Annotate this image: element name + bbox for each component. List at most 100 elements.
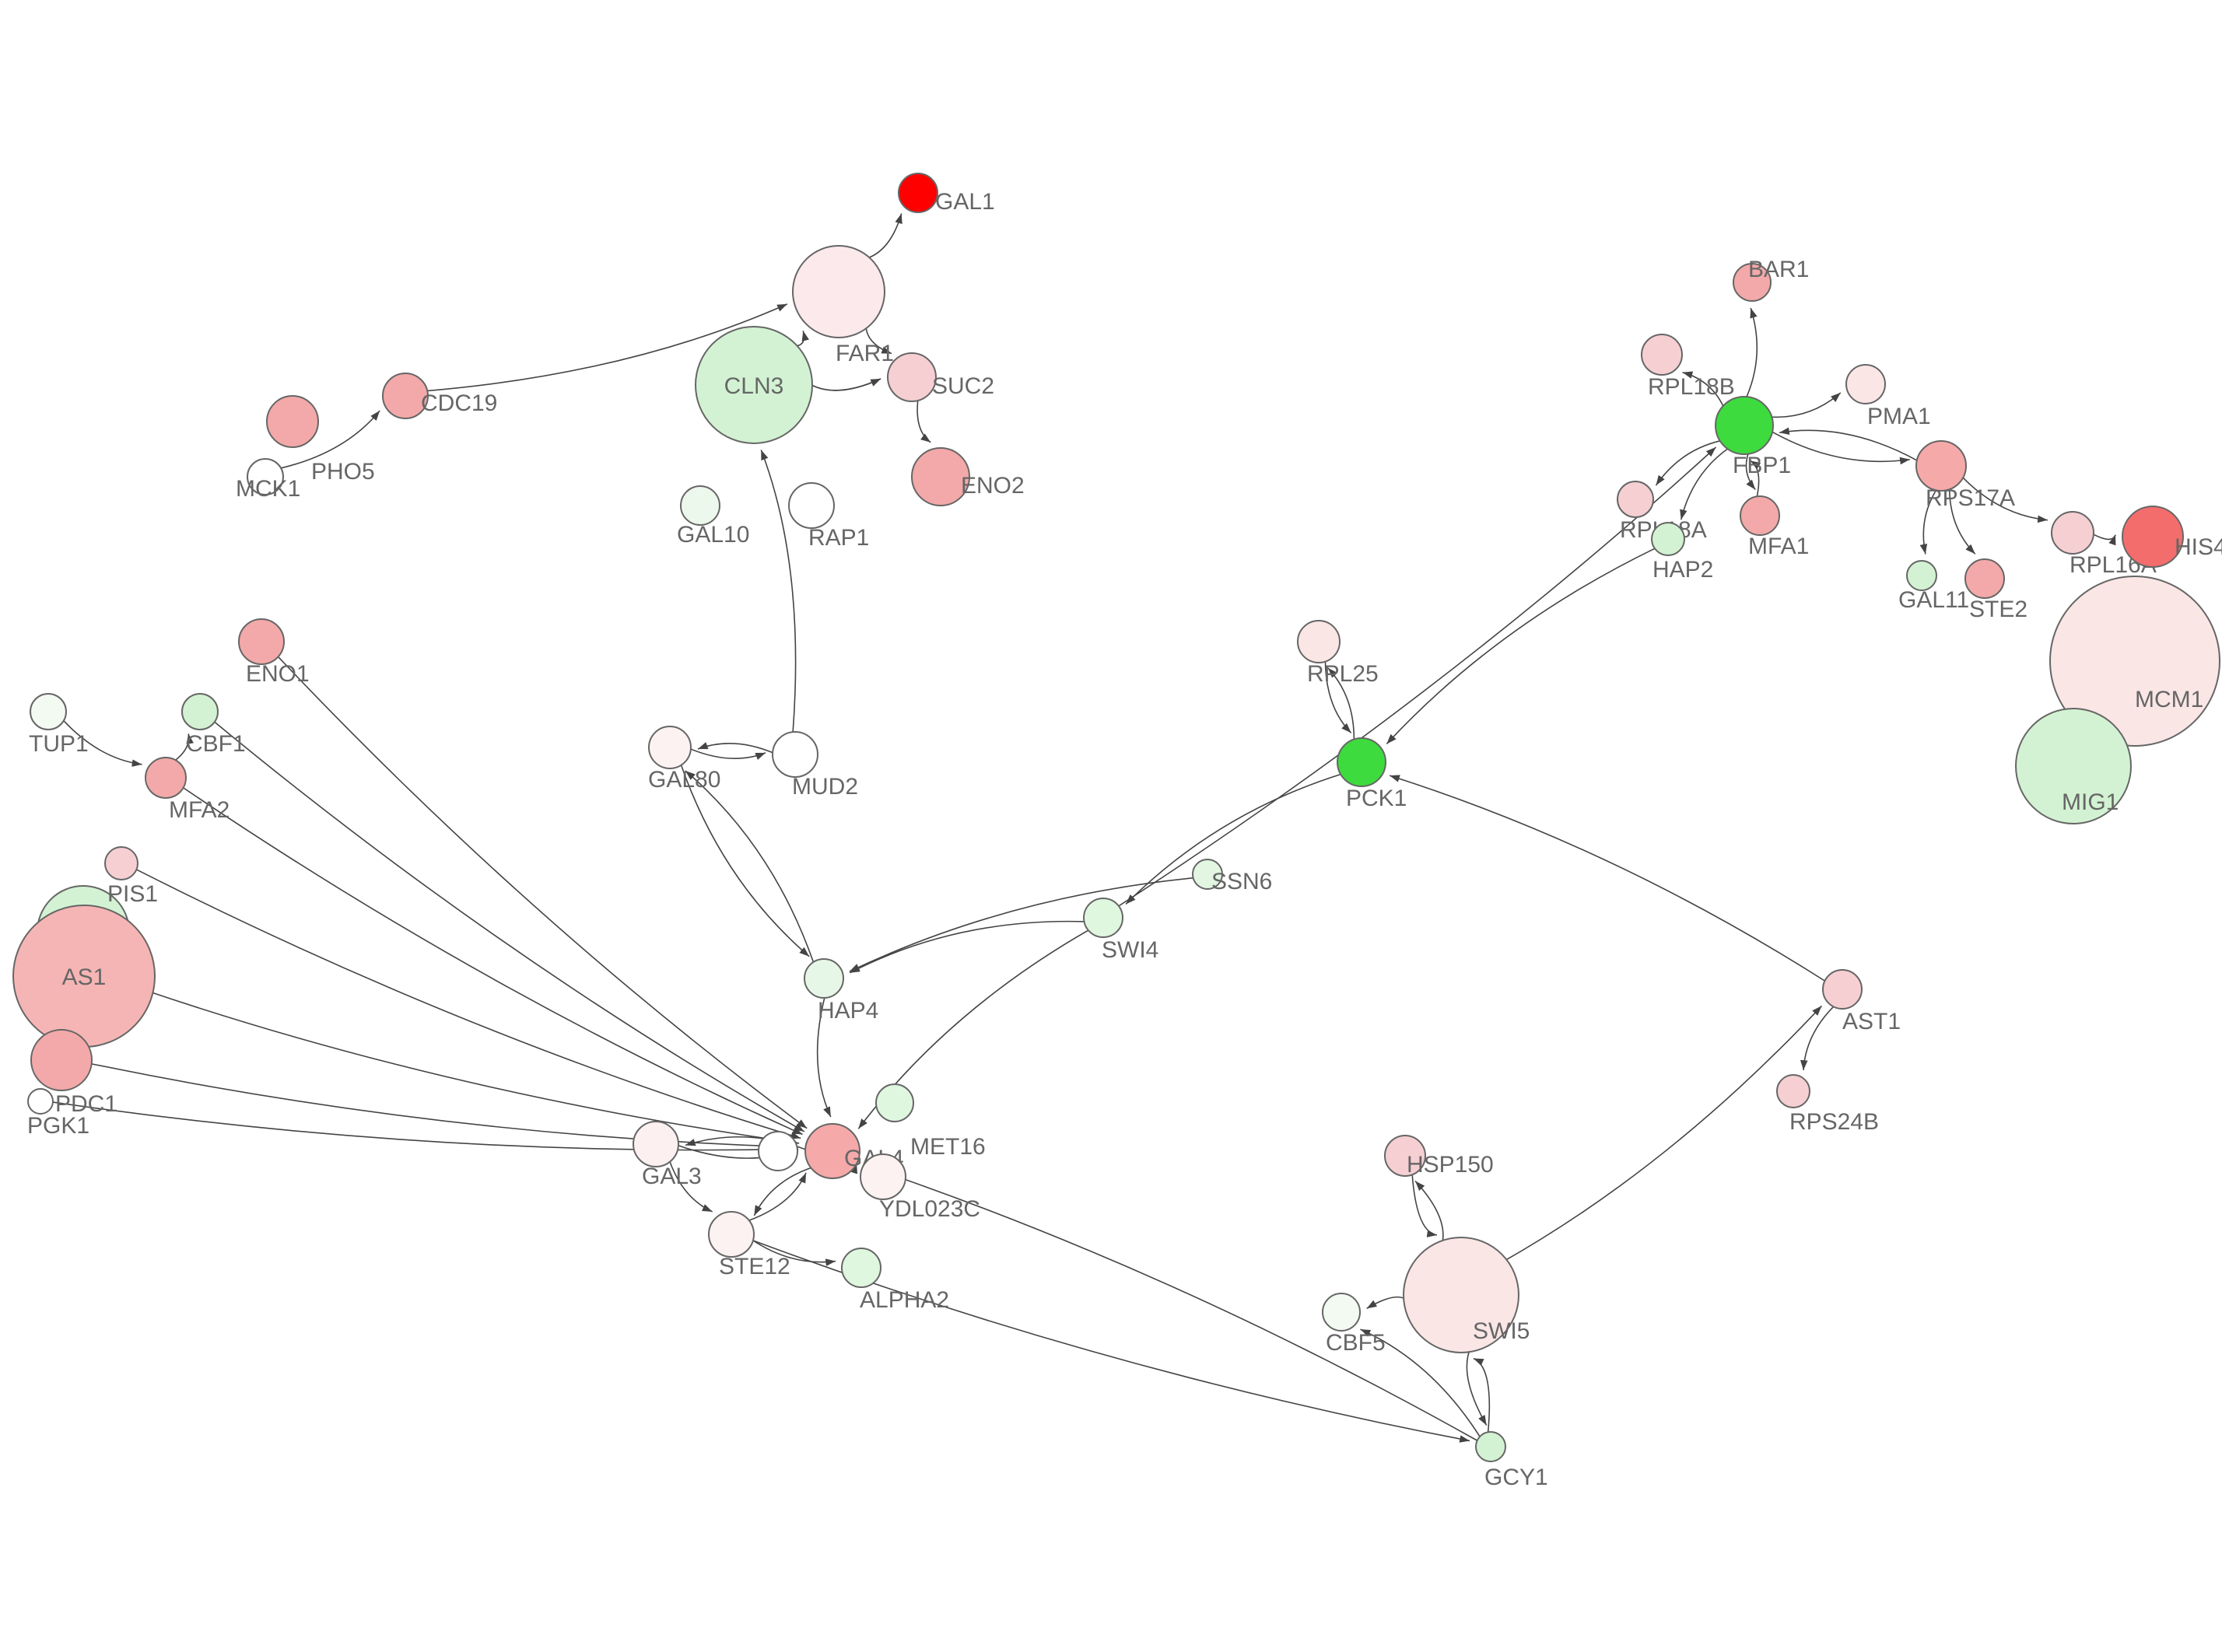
regulatory-edge-pck1-to-swi4 bbox=[1126, 774, 1342, 905]
regulatory-edge-fbp1-to-mfa1 bbox=[1746, 452, 1755, 490]
regulatory-edge-mud2-to-gal80 bbox=[698, 744, 774, 754]
gene-node-pma1[interactable] bbox=[1845, 364, 1886, 404]
gene-node-met16[interactable] bbox=[875, 1083, 914, 1122]
gene-node-ast1[interactable] bbox=[1822, 969, 1863, 1010]
gene-node-rpl18b[interactable] bbox=[1641, 334, 1683, 376]
regulatory-edge-as1-to-gal4 bbox=[147, 991, 800, 1143]
edge-paths-group bbox=[52, 214, 2115, 1441]
regulatory-edge-gal80-to-mud2 bbox=[689, 748, 766, 758]
regulatory-edge-swi5-to-ast1 bbox=[1502, 1006, 1822, 1262]
regulatory-edge-hap2-to-pck1 bbox=[1386, 548, 1656, 744]
gene-node-swi4[interactable] bbox=[1083, 898, 1123, 938]
regulatory-edge-ast1-to-pck1 bbox=[1390, 775, 1826, 982]
gene-node-pdc1[interactable] bbox=[30, 1029, 93, 1091]
gene-node-as1[interactable] bbox=[12, 905, 156, 1048]
regulatory-edge-fbp1-to-bar1 bbox=[1746, 308, 1757, 399]
gene-node-eno1[interactable] bbox=[238, 618, 285, 665]
regulatory-edge-mfa2-to-gal4 bbox=[182, 787, 802, 1135]
gene-node-swi5[interactable] bbox=[1403, 1237, 1519, 1353]
regulatory-edge-fbp1-to-rpl18a bbox=[1656, 440, 1722, 485]
gene-node-hap4[interactable] bbox=[804, 958, 844, 999]
regulatory-edge-gcy1-to-gal4 bbox=[864, 1165, 1477, 1441]
gene-node-gal80[interactable] bbox=[648, 726, 692, 769]
gene-node-cln3[interactable] bbox=[695, 326, 813, 444]
regulatory-edge-fbp1-to-hap2 bbox=[1681, 447, 1730, 520]
regulatory-edge-rps17a-to-gal11 bbox=[1923, 488, 1937, 554]
gene-node-ste2[interactable] bbox=[1964, 558, 2005, 599]
gene-node-cbf5[interactable] bbox=[1322, 1293, 1361, 1332]
gene-node-fbp1[interactable] bbox=[1715, 396, 1774, 455]
gene-node-mck1[interactable] bbox=[247, 458, 284, 495]
regulatory-edge-ste12-to-alpha2 bbox=[752, 1240, 836, 1262]
regulatory-edge-far1-to-suc2 bbox=[866, 324, 892, 354]
gene-node-cdc19[interactable] bbox=[382, 373, 429, 419]
regulatory-edge-gcy1-to-swi5 bbox=[1474, 1358, 1489, 1433]
regulatory-edge-pck1-to-rpl25 bbox=[1328, 668, 1354, 741]
regulatory-edge-fbp1-to-rps17a bbox=[1770, 431, 1909, 461]
regulatory-edge-rps17a-to-ste2 bbox=[1950, 488, 1975, 555]
gene-node-cdc_behind_gal4[interactable] bbox=[758, 1131, 798, 1171]
regulatory-edge-rpl25-to-pck1 bbox=[1325, 660, 1351, 733]
regulatory-edge-cln3-to-suc2_back bbox=[807, 379, 881, 390]
regulatory-edge-hap4-to-gal80 bbox=[685, 771, 814, 964]
gene-node-gal4[interactable] bbox=[804, 1123, 860, 1179]
gene-node-pis1[interactable] bbox=[104, 846, 138, 880]
gene-node-suc2[interactable] bbox=[887, 352, 937, 402]
gene-node-tup1[interactable] bbox=[30, 693, 67, 730]
regulatory-edge-far1-to-gal1 bbox=[865, 214, 902, 259]
gene-node-rap1[interactable] bbox=[788, 482, 835, 529]
gene-node-pho5[interactable] bbox=[266, 395, 319, 448]
regulatory-edge-rpl16a-to-his4 bbox=[2092, 534, 2115, 539]
gene-node-bar1[interactable] bbox=[1733, 263, 1772, 302]
edges-svg-layer bbox=[0, 0, 2222, 1652]
gene-node-gal1[interactable] bbox=[898, 173, 938, 213]
gene-node-mfa2[interactable] bbox=[145, 757, 187, 799]
regulatory-edge-pis1-to-gal4 bbox=[135, 869, 801, 1138]
gene-node-rpl18a[interactable] bbox=[1617, 481, 1654, 518]
regulatory-edge-ste12-to-gal4 bbox=[748, 1173, 806, 1221]
regulatory-edge-tup1-to-mfa2 bbox=[63, 720, 142, 765]
regulatory-edge-rps17a-to-rpl16a bbox=[1961, 476, 2047, 520]
regulatory-edge-hap4-to-gal4 bbox=[818, 996, 831, 1117]
gene-node-mfa1[interactable] bbox=[1740, 495, 1780, 536]
gene-node-alpha2[interactable] bbox=[841, 1248, 881, 1288]
gene-node-rps24b[interactable] bbox=[1776, 1074, 1810, 1108]
regulatory-edge-gal80-to-hap4 bbox=[681, 764, 809, 957]
gene-node-mig1[interactable] bbox=[2015, 708, 2132, 824]
regulatory-edge-eno1-to-gal4 bbox=[277, 656, 807, 1129]
regulatory-edge-fbp1-to-rpl18b bbox=[1683, 373, 1724, 408]
gene-node-rps17a[interactable] bbox=[1915, 440, 1967, 492]
gene-node-pck1[interactable] bbox=[1337, 737, 1386, 787]
gene-node-hsp150[interactable] bbox=[1384, 1135, 1426, 1177]
gene-node-hap2[interactable] bbox=[1651, 522, 1685, 556]
gene-node-mud2[interactable] bbox=[772, 731, 818, 778]
gene-node-cbf1[interactable] bbox=[181, 693, 219, 730]
regulatory-edge-mfa2-to-cbf1 bbox=[174, 733, 188, 761]
gene-node-ssn6[interactable] bbox=[1192, 859, 1223, 890]
gene-node-ste12[interactable] bbox=[708, 1211, 755, 1258]
regulatory-edge-ast1-to-rps24b bbox=[1803, 1006, 1835, 1070]
regulatory-edge-cln3-to-suc2 bbox=[807, 379, 881, 390]
gene-node-gcy1[interactable] bbox=[1475, 1431, 1506, 1462]
gene-node-gal3[interactable] bbox=[633, 1121, 679, 1167]
regulatory-edge-gal4-to-ste12 bbox=[754, 1167, 813, 1216]
gene-node-rpl16a[interactable] bbox=[2051, 511, 2094, 555]
regulatory-edge-ssn6-to-hap4 bbox=[850, 878, 1194, 971]
regulatory-edge-suc2-to-eno2 bbox=[917, 399, 931, 443]
regulatory-edge-mfa1-to-fbp1 bbox=[1751, 460, 1759, 498]
regulatory-edge-mud2-to-cln3 bbox=[761, 450, 795, 733]
gene-node-his4[interactable] bbox=[2122, 506, 2184, 568]
gene-node-eno2[interactable] bbox=[911, 447, 970, 506]
gene-node-rpl25[interactable] bbox=[1297, 620, 1341, 663]
gene-node-gal10[interactable] bbox=[680, 485, 720, 526]
gene-node-far1[interactable] bbox=[792, 245, 885, 338]
regulatory-edge-swi5-to-gcy1 bbox=[1467, 1346, 1486, 1425]
regulatory-edge-swi4-to-hap4 bbox=[850, 922, 1085, 973]
network-diagram-canvas: GAL1 FAR1 SUC2 ENO2 CLN3 CDC19 MCK1 GAL10 RAP1 EN… bbox=[0, 0, 2222, 1652]
regulatory-edge-gal3-to-ste12 bbox=[669, 1160, 712, 1212]
gene-node-ydl023c[interactable] bbox=[860, 1153, 906, 1200]
gene-node-pgk1[interactable] bbox=[27, 1088, 54, 1115]
gene-node-gal11[interactable] bbox=[1906, 560, 1937, 591]
regulatory-edge-cbf1-to-gal4 bbox=[214, 721, 804, 1132]
regulatory-edge-fbp1-to-pma1 bbox=[1769, 393, 1840, 417]
